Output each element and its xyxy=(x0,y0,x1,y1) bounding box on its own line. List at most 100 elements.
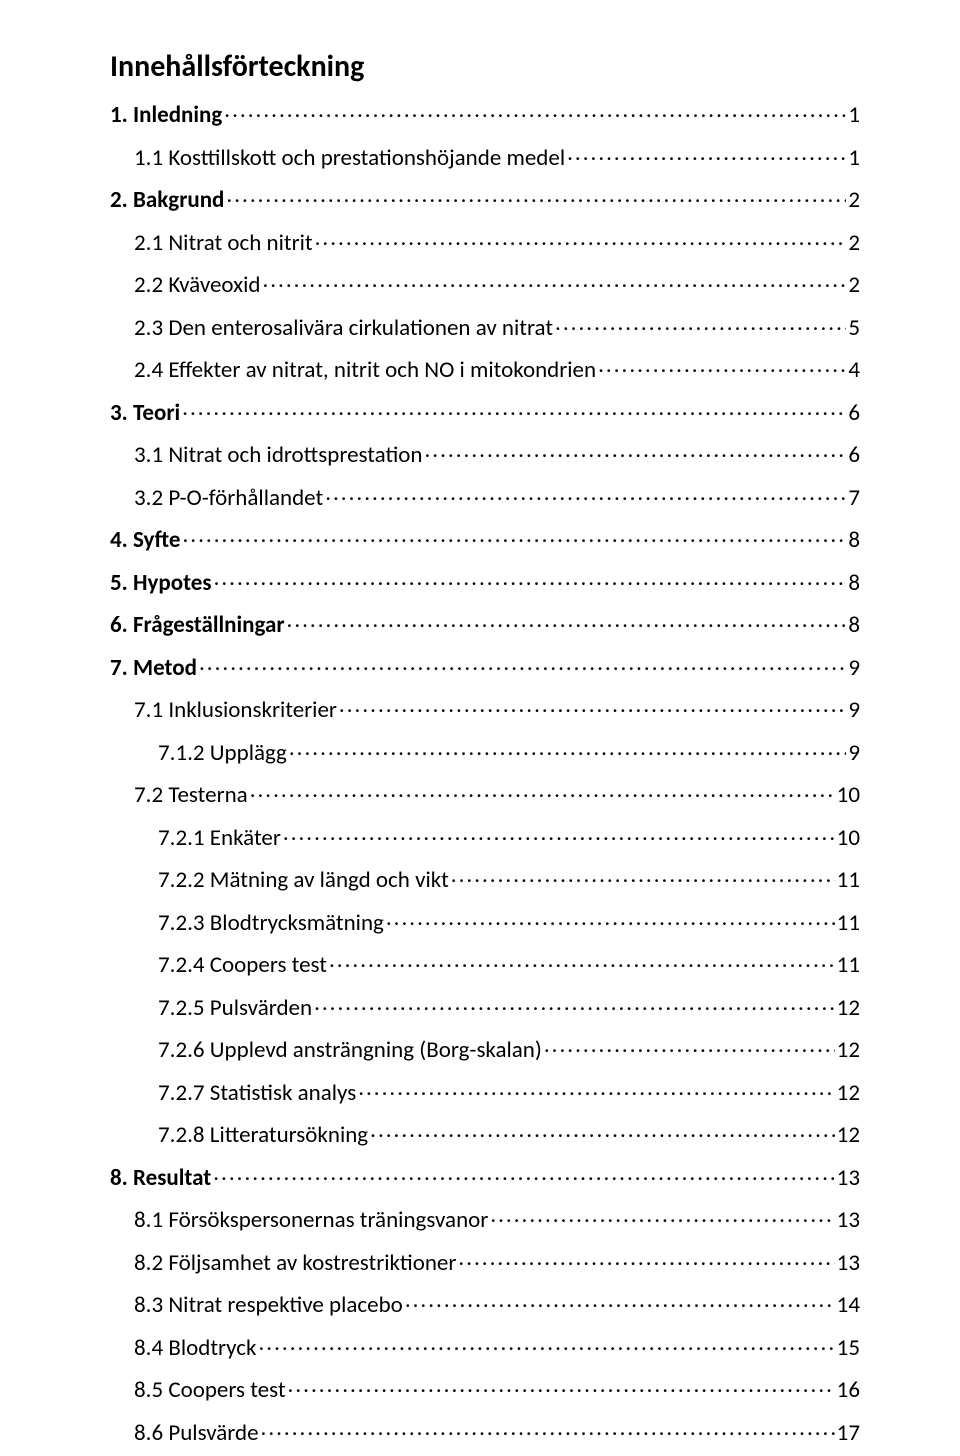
toc-entry[interactable]: 7.2.5 Pulsvärden 12 xyxy=(110,992,860,1020)
toc-entry-page: 12 xyxy=(837,997,860,1020)
toc-entry-page: 11 xyxy=(837,869,860,892)
toc-leader-dots xyxy=(329,949,835,972)
toc-leader-dots xyxy=(325,482,846,505)
toc-entry-label: 3.1 Nitrat och idrottsprestation xyxy=(134,444,423,467)
toc-entry[interactable]: 8.1 Försökspersonernas träningsvanor13 xyxy=(110,1204,860,1232)
toc-entry[interactable]: 1.1 Kosttillskott och prestationshöjande… xyxy=(110,142,860,170)
toc-entry-page: 9 xyxy=(848,699,860,722)
toc-entry-label: 7.2.6 Upplevd ansträngning (Borg-skalan) xyxy=(158,1039,542,1062)
toc-leader-dots xyxy=(386,907,835,930)
toc-entry-label: 2.1 Nitrat och nitrit xyxy=(134,232,313,255)
toc-entry[interactable]: 8.3 Nitrat respektive placebo 14 xyxy=(110,1289,860,1317)
toc-leader-dots xyxy=(358,1077,834,1100)
toc-leader-dots xyxy=(283,822,835,845)
toc-leader-dots xyxy=(405,1289,835,1312)
toc-entry[interactable]: 2.3 Den enterosalivära cirkulationen av … xyxy=(110,312,860,340)
toc-leader-dots xyxy=(182,397,846,420)
toc-leader-dots xyxy=(451,864,835,887)
toc-entry-page: 1 xyxy=(848,147,860,170)
toc-entry-page: 13 xyxy=(837,1252,860,1275)
toc-entry[interactable]: 3. Teori6 xyxy=(110,397,860,425)
toc-entry-label: 7.2 Testerna xyxy=(134,784,248,807)
toc-entry-page: 5 xyxy=(848,317,860,340)
toc-entry[interactable]: 7.2.6 Upplevd ansträngning (Borg-skalan)… xyxy=(110,1034,860,1062)
toc-leader-dots xyxy=(314,992,835,1015)
toc-entry-page: 2 xyxy=(848,189,860,212)
toc-entry-page: 6 xyxy=(848,444,860,467)
toc-entry[interactable]: 7.2.7 Statistisk analys12 xyxy=(110,1077,860,1105)
toc-entry[interactable]: 3.1 Nitrat och idrottsprestation 6 xyxy=(110,439,860,467)
toc-entry[interactable]: 7.2.8 Litteratursökning12 xyxy=(110,1119,860,1147)
toc-entry[interactable]: 8.5 Coopers test16 xyxy=(110,1374,860,1402)
toc-entry-label: 7.1 Inklusionskriterier xyxy=(134,699,337,722)
toc-entry[interactable]: 7.2 Testerna10 xyxy=(110,779,860,807)
toc-entry-page: 8 xyxy=(848,529,860,552)
toc-entry[interactable]: 7.2.1 Enkäter 10 xyxy=(110,822,860,850)
toc-entry[interactable]: 6. Frågeställningar 8 xyxy=(110,609,860,637)
toc-entry[interactable]: 7.2.3 Blodtrycksmätning11 xyxy=(110,907,860,935)
toc-entry-label: 7.2.2 Mätning av längd och vikt xyxy=(158,869,449,892)
toc-leader-dots xyxy=(544,1034,835,1057)
toc-entry-label: 8.4 Blodtryck xyxy=(134,1337,256,1360)
toc-entry[interactable]: 4. Syfte 8 xyxy=(110,524,860,552)
toc-entry-page: 4 xyxy=(848,359,860,382)
toc-entry-label: 1. Inledning xyxy=(110,104,222,127)
toc-entry-label: 7.2.1 Enkäter xyxy=(158,827,281,850)
toc-entry[interactable]: 2. Bakgrund2 xyxy=(110,184,860,212)
toc-entry-label: 8.6 Pulsvärde xyxy=(134,1422,259,1445)
toc-entry-label: 5. Hypotes xyxy=(110,572,212,595)
toc-list: 1. Inledning11.1 Kosttillskott och prest… xyxy=(110,99,860,1445)
toc-entry[interactable]: 7.1 Inklusionskriterier 9 xyxy=(110,694,860,722)
toc-entry-label: 2.4 Effekter av nitrat, nitrit och NO i … xyxy=(134,359,596,382)
toc-entry[interactable]: 5. Hypotes 8 xyxy=(110,567,860,595)
toc-leader-dots xyxy=(214,567,847,590)
toc-entry-label: 2.3 Den enterosalivära cirkulationen av … xyxy=(134,317,553,340)
toc-leader-dots xyxy=(258,1332,834,1355)
toc-leader-dots xyxy=(339,694,846,717)
toc-entry-label: 3. Teori xyxy=(110,402,180,425)
toc-entry[interactable]: 7. Metod9 xyxy=(110,652,860,680)
toc-leader-dots xyxy=(598,354,846,377)
toc-entry[interactable]: 8.2 Följsamhet av kostrestriktioner13 xyxy=(110,1247,860,1275)
toc-entry[interactable]: 2.4 Effekter av nitrat, nitrit och NO i … xyxy=(110,354,860,382)
toc-entry-page: 11 xyxy=(837,912,860,935)
toc-entry-page: 15 xyxy=(837,1337,860,1360)
toc-entry-page: 10 xyxy=(837,827,860,850)
toc-title: Innehållsförteckning xyxy=(110,48,860,85)
toc-leader-dots xyxy=(224,99,846,122)
toc-entry-page: 12 xyxy=(837,1124,860,1147)
toc-entry-page: 14 xyxy=(837,1294,860,1317)
toc-entry-label: 6. Frågeställningar xyxy=(110,614,285,637)
toc-entry-label: 7.2.7 Statistisk analys xyxy=(158,1082,356,1105)
toc-entry-page: 9 xyxy=(848,742,860,765)
toc-entry[interactable]: 3.2 P-O-förhållandet7 xyxy=(110,482,860,510)
toc-leader-dots xyxy=(315,227,847,250)
toc-leader-dots xyxy=(262,269,846,292)
toc-entry[interactable]: 1. Inledning1 xyxy=(110,99,860,127)
toc-entry-page: 12 xyxy=(837,1039,860,1062)
toc-entry-page: 17 xyxy=(837,1422,860,1445)
toc-entry[interactable]: 8.6 Pulsvärde 17 xyxy=(110,1417,860,1445)
toc-leader-dots xyxy=(250,779,835,802)
toc-entry[interactable]: 2.2 Kväveoxid2 xyxy=(110,269,860,297)
toc-entry[interactable]: 8.4 Blodtryck 15 xyxy=(110,1332,860,1360)
toc-entry-page: 7 xyxy=(848,487,860,510)
toc-leader-dots xyxy=(425,439,847,462)
toc-entry[interactable]: 7.2.4 Coopers test 11 xyxy=(110,949,860,977)
toc-leader-dots xyxy=(458,1247,834,1270)
toc-entry[interactable]: 7.2.2 Mätning av längd och vikt 11 xyxy=(110,864,860,892)
toc-entry-label: 7.2.4 Coopers test xyxy=(158,954,327,977)
toc-entry[interactable]: 8. Resultat13 xyxy=(110,1162,860,1190)
toc-entry[interactable]: 2.1 Nitrat och nitrit2 xyxy=(110,227,860,255)
toc-entry-label: 4. Syfte xyxy=(110,529,180,552)
toc-entry[interactable]: 7.1.2 Upplägg9 xyxy=(110,737,860,765)
toc-entry-page: 8 xyxy=(848,614,860,637)
toc-entry-page: 8 xyxy=(848,572,860,595)
toc-leader-dots xyxy=(261,1417,835,1440)
toc-page: Innehållsförteckning 1. Inledning11.1 Ko… xyxy=(0,0,960,1456)
toc-entry-page: 11 xyxy=(837,954,860,977)
toc-leader-dots xyxy=(213,1162,834,1185)
toc-entry-label: 8.3 Nitrat respektive placebo xyxy=(134,1294,403,1317)
toc-entry-page: 16 xyxy=(837,1379,860,1402)
toc-entry-label: 7.2.5 Pulsvärden xyxy=(158,997,312,1020)
